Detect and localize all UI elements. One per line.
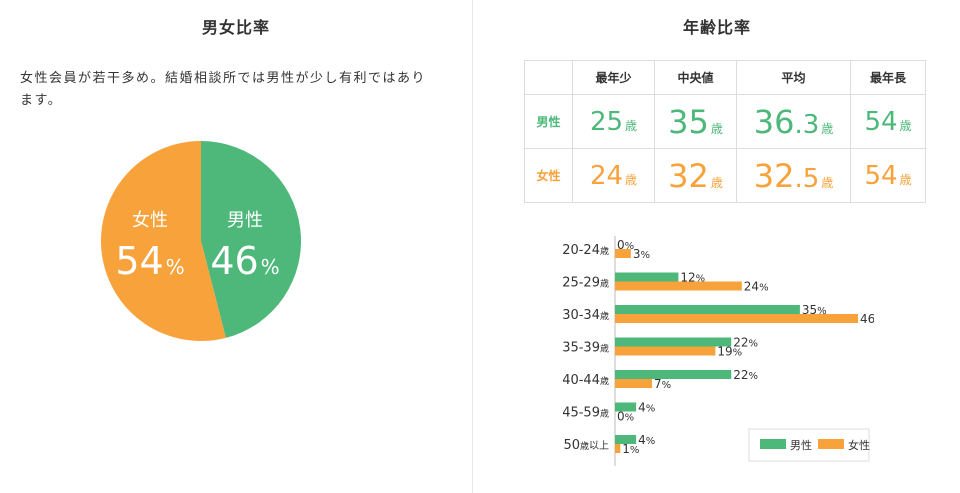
age-stats-table: 最年少 中央値 平均 最年長 男性 25 歳 35 歳 36.3 歳 54 歳 女性 2… xyxy=(524,60,926,203)
bar-category-label: 20-24歳 xyxy=(562,243,609,258)
legend-swatch-male xyxy=(760,439,786,449)
male-oldest-value: 54 xyxy=(864,106,898,137)
bar-value-label: 22% xyxy=(733,368,758,382)
male-youngest: 25 歳 xyxy=(572,94,655,149)
section-divider xyxy=(472,0,473,493)
pie-slice-male xyxy=(201,141,302,338)
bar-female xyxy=(615,249,631,258)
male-oldest: 54 歳 xyxy=(850,94,926,149)
male-oldest-unit: 歳 xyxy=(899,118,912,133)
bar-male xyxy=(615,435,637,444)
bar-male xyxy=(615,402,637,412)
gender-ratio-description: 女性会員が若干多め。結婚相談所では男性が少し有利ではあります。 xyxy=(20,71,427,108)
bar-category-label: 25-29歳 xyxy=(562,276,609,291)
male-youngest-unit: 歳 xyxy=(625,118,638,133)
bar-legend: 男性 女性 xyxy=(748,428,870,462)
header-empty xyxy=(524,60,573,95)
age-bar-chart: 20-24歳0%3%25-29歳12%24%30-34歳35%46%35-39歳… xyxy=(562,236,874,466)
female-average: 32.5 歳 xyxy=(736,148,851,203)
legend-label-female: 女性 xyxy=(848,438,870,452)
bar-female xyxy=(615,444,621,453)
female-average-int: 32 xyxy=(753,156,795,195)
female-youngest-unit: 歳 xyxy=(625,172,638,187)
legend-swatch-female xyxy=(818,439,844,449)
female-average-dec: .5 xyxy=(794,163,820,194)
bar-category-label: 45-59歳 xyxy=(562,406,609,421)
row-label-female: 女性 xyxy=(524,148,573,203)
bar-value-label: 19% xyxy=(717,345,742,359)
header-youngest: 最年少 xyxy=(572,60,655,95)
bar-value-label: 1% xyxy=(622,442,639,456)
female-average-unit: 歳 xyxy=(821,175,834,190)
bar-category-label: 30-34歳 xyxy=(562,308,609,323)
male-average-int: 36 xyxy=(753,102,795,141)
header-average: 平均 xyxy=(736,60,851,95)
male-average-dec: .3 xyxy=(794,109,820,140)
pie-label-female: 女性 xyxy=(132,210,168,231)
female-youngest: 24 歳 xyxy=(572,148,655,203)
bar-female xyxy=(615,346,716,356)
female-oldest: 54 歳 xyxy=(850,148,926,203)
bar-category-label: 40-44歳 xyxy=(562,373,609,388)
bar-value-label: 0% xyxy=(617,238,634,252)
female-youngest-value: 24 xyxy=(589,160,624,191)
pie-label-male: 男性 xyxy=(227,210,263,231)
male-median-value: 35 xyxy=(668,102,709,141)
male-median: 35 歳 xyxy=(654,94,737,149)
female-median-unit: 歳 xyxy=(710,175,723,190)
bar-value-label: 24% xyxy=(744,280,769,294)
bar-female xyxy=(615,281,742,291)
bar-female xyxy=(615,314,858,323)
female-median: 32 歳 xyxy=(654,148,737,203)
legend-label-male: 男性 xyxy=(790,438,812,452)
age-ratio-title: 年齢比率 xyxy=(682,18,751,37)
age-stats-row-male: 男性 25 歳 35 歳 36.3 歳 54 歳 xyxy=(524,94,926,149)
pie-slice-female xyxy=(101,141,226,341)
bar-value-label: 7% xyxy=(654,377,671,391)
header-oldest: 最年長 xyxy=(850,60,926,95)
male-average: 36.3 歳 xyxy=(736,94,851,149)
bar-category-label: 35-39歳 xyxy=(562,341,609,356)
bar-value-label: 46% xyxy=(860,312,874,326)
bar-male xyxy=(615,370,732,379)
row-label-male: 男性 xyxy=(524,94,573,149)
bar-male xyxy=(615,272,679,282)
age-stats-row-female: 女性 24 歳 32 歳 32.5 歳 54 歳 xyxy=(524,148,926,203)
bar-male xyxy=(615,305,800,314)
bar-male xyxy=(615,337,732,347)
age-stats-header-row: 最年少 中央値 平均 最年長 xyxy=(524,60,926,95)
bar-value-label: 35% xyxy=(802,303,827,317)
female-oldest-unit: 歳 xyxy=(899,172,912,187)
bar-value-label: 12% xyxy=(680,271,705,285)
bar-value-label: 4% xyxy=(638,401,655,415)
age-ratio-panel: 年齢比率 最年少 中央値 平均 最年長 男性 25 歳 35 歳 36.3 歳 54 歳… xyxy=(474,0,960,493)
bar-value-label: 3% xyxy=(633,247,650,261)
header-median: 中央値 xyxy=(654,60,737,95)
pie-value-female: 54% xyxy=(115,239,184,283)
bar-value-label: 22% xyxy=(733,336,758,350)
gender-ratio-title: 男女比率 xyxy=(201,18,270,37)
male-average-unit: 歳 xyxy=(821,121,834,136)
gender-ratio-panel: 男女比率 女性会員が若干多め。結婚相談所では男性が少し有利ではあります。 男性 4… xyxy=(0,0,472,493)
male-median-unit: 歳 xyxy=(710,121,723,136)
female-oldest-value: 54 xyxy=(864,160,898,191)
gender-pie-chart: 男性 46 % 女性 54% xyxy=(101,141,302,341)
female-median-value: 32 xyxy=(668,156,709,195)
bar-value-label: 0% xyxy=(617,410,634,424)
male-youngest-value: 25 xyxy=(589,106,624,137)
bar-value-label: 4% xyxy=(638,433,655,447)
pie-value-male: 46% xyxy=(210,239,279,283)
bar-category-label: 50歳以上 xyxy=(563,438,609,453)
bar-female xyxy=(615,379,652,388)
